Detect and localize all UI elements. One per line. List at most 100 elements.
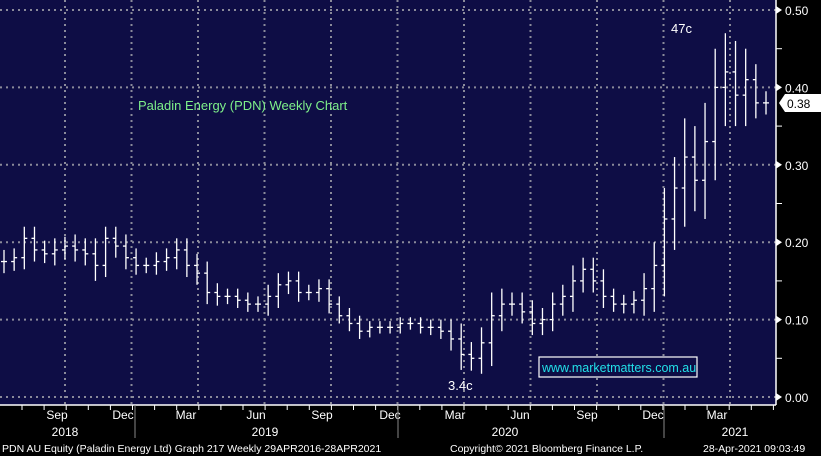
ohlc-bar [702,102,709,219]
last-price-tag: 0.38 [779,94,821,112]
ohlc-bar [1,249,7,274]
gridlines [0,0,776,405]
y-tick-label: 0.00 [785,391,809,405]
x-year-label: 2020 [492,425,519,439]
ohlc-bar [763,91,769,115]
ohlc-bar [600,269,607,308]
y-tick-marker [776,83,782,92]
ohlc-bar [183,238,190,278]
last-price-label: 0.38 [787,97,811,111]
ohlc-bar [72,234,79,262]
ohlc-bar [356,315,363,339]
ohlc-bar [509,292,515,316]
low-annotation: 3.4c [448,378,473,393]
high-annotation: 47c [671,21,692,36]
y-tick-label: 0.20 [785,236,809,250]
y-tick-marker [776,238,782,247]
y-tick-label: 0.10 [785,314,809,328]
ohlc-bar [336,296,343,324]
ohlc-bar [143,257,150,274]
ohlc-bar [712,48,719,181]
x-month-label: Jun [510,408,529,422]
ohlc-bar [21,226,28,270]
website-box [538,356,698,378]
ohlc-bar [559,284,566,316]
ohlc-bar [458,323,465,370]
chart-title: Paladin Energy (PDN) Weekly Chart [138,98,348,113]
x-year-label: 2019 [252,425,279,439]
ohlc-bar [620,294,627,314]
ohlc-bar [427,319,434,336]
ohlc-bar [549,292,556,332]
ohlc-bar [173,238,180,270]
ohlc-bar [163,248,170,271]
ohlc-bar [529,300,536,336]
ohlc-bar [244,292,251,312]
ohlc-bar [61,236,68,260]
x-year-label: 2018 [52,425,79,439]
ohlc-bar [488,292,495,367]
x-month-label: Sep [576,408,598,422]
ohlc-bar [194,253,201,285]
ohlc-bar [661,188,668,297]
ohlc-bar [448,319,455,351]
ohlc-bar [255,296,261,312]
ohlc-bar [468,342,475,371]
y-tick-marker [776,315,782,324]
ohlc-bar [580,257,587,293]
ohlc-bar [305,284,312,301]
ohlc-bar [234,288,241,308]
ohlc-bar [519,292,526,324]
website-link[interactable]: www.marketmatters.com.au [541,361,696,375]
ohlc-bar [671,157,678,250]
x-year-label: 2021 [722,425,749,439]
ohlc-bar [407,317,414,330]
ohlc-bar [722,33,729,127]
ohlc-bar [610,288,617,312]
x-month-label: Mar [176,408,197,422]
ohlc-bar [641,273,648,316]
ohlc-bar [92,238,99,281]
ohlc-bar [478,327,485,374]
x-month-label: Sep [311,408,333,422]
y-tick-marker [776,6,782,14]
ohlc-bar [590,257,597,293]
ohlc-bar [41,240,48,264]
x-month-label: Mar [445,408,466,422]
ohlc-bar [102,226,109,278]
ohlc-bar [397,317,404,334]
ohlc-bar [376,321,383,334]
x-month-label: Dec [642,408,663,422]
ohlc-bar [437,319,444,339]
ohlc-bar [295,271,302,302]
ohlc-bar [326,279,333,314]
footer-security: PDN AU Equity (Paladin Energy Ltd) Graph… [2,443,381,455]
ohlc-bar [31,226,38,262]
y-tick-marker [776,160,782,169]
ohlc-bar [315,279,322,302]
ohlc-bar [112,226,119,258]
ohlc-bar [366,321,373,338]
ohlc-bar [51,238,58,266]
ohlc-bar [224,288,231,305]
x-month-label: Dec [379,408,400,422]
y-tick-label: 0.30 [785,159,809,173]
ohlc-bar [651,242,658,312]
ohlc-bar [387,321,394,334]
x-month-label: Sep [46,408,68,422]
ohlc-bar [417,317,424,334]
x-axis: Sep Dec Mar Jun Sep Dec Mar Jun Sep Dec Mar 2018 201… [21,405,774,439]
y-tick-marker [776,393,782,401]
ohlc-bar [681,118,688,227]
ohlc-bar [214,283,221,306]
y-tick-label: 0.40 [785,81,809,95]
ohlc-bar [153,252,160,275]
ohlc-bar [752,64,759,119]
footer-copyright: Copyright© 2021 Bloomberg Finance L.P. [450,443,643,455]
ohlc-bar [498,288,505,332]
ohlc-bar [569,265,576,312]
plot-area [0,0,776,405]
ohlc-bar [539,307,546,336]
ohlc-bar [275,273,282,308]
ohlc-bar [346,307,353,332]
